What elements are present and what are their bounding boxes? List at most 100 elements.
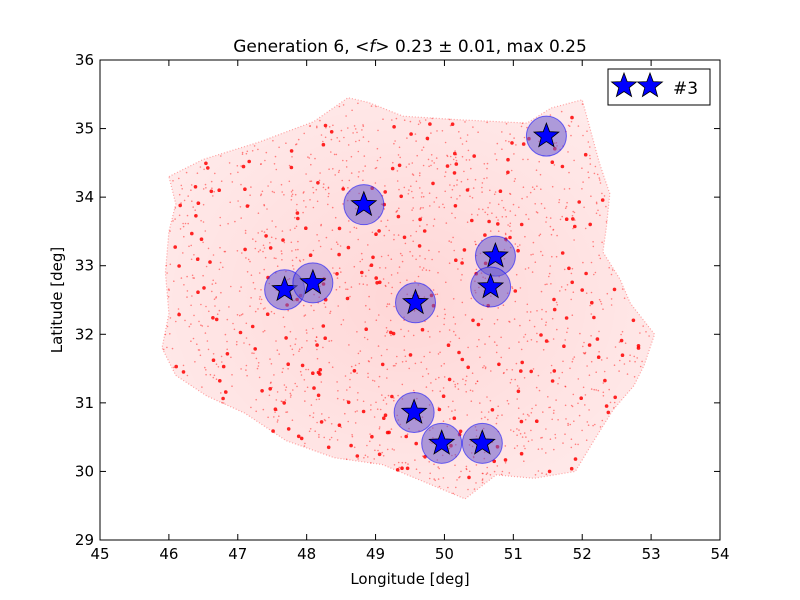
density-dot <box>415 140 417 142</box>
density-dot <box>291 250 293 252</box>
density-dot <box>245 322 248 325</box>
density-dot <box>387 430 391 435</box>
density-dot <box>558 201 560 204</box>
density-dot <box>629 354 631 357</box>
density-dot <box>479 402 481 404</box>
density-dot <box>470 400 473 403</box>
density-dot <box>236 165 239 167</box>
density-dot <box>249 305 251 308</box>
density-dot <box>484 366 487 369</box>
density-dot <box>234 220 236 223</box>
density-dot <box>344 375 347 377</box>
density-dot <box>362 400 365 403</box>
density-dot <box>340 271 342 273</box>
density-dot <box>521 197 523 200</box>
density-dot <box>495 422 498 425</box>
density-dot <box>451 410 453 412</box>
density-dot <box>281 238 285 242</box>
density-dot <box>378 314 380 316</box>
density-dot <box>599 426 602 428</box>
density-dot <box>347 127 349 129</box>
density-dot <box>295 143 298 145</box>
density-dot <box>253 145 256 147</box>
density-dot <box>226 340 228 343</box>
density-dot <box>183 235 185 238</box>
density-dot <box>390 292 393 295</box>
density-dot <box>596 355 601 360</box>
density-dot <box>536 211 539 214</box>
density-dot <box>396 272 399 274</box>
density-dot <box>380 220 383 222</box>
density-dot <box>444 141 447 144</box>
density-dot <box>379 408 382 411</box>
density-dot <box>546 283 548 286</box>
density-dot <box>239 314 241 317</box>
density-dot <box>328 340 331 342</box>
density-dot <box>448 118 451 121</box>
density-dot <box>475 268 478 271</box>
density-dot <box>603 195 606 197</box>
density-dot <box>286 427 291 431</box>
density-dot <box>422 455 424 458</box>
density-dot <box>458 337 461 340</box>
density-dot <box>417 275 420 278</box>
density-dot <box>450 241 453 243</box>
density-dot <box>460 357 465 362</box>
density-dot <box>246 150 249 153</box>
density-dot <box>550 283 552 285</box>
density-dot <box>636 357 638 359</box>
density-dot <box>205 305 207 308</box>
density-dot <box>393 238 395 241</box>
density-dot <box>513 180 516 182</box>
density-dot <box>428 461 431 463</box>
density-dot <box>397 234 400 236</box>
density-dot <box>443 362 446 365</box>
chart-title-stats: 0.23 ± 0.01, max 0.25 <box>390 37 587 57</box>
density-dot <box>610 273 613 276</box>
density-dot <box>414 441 419 446</box>
density-dot <box>535 404 537 407</box>
density-dot <box>239 206 242 208</box>
density-dot <box>396 209 399 212</box>
density-dot <box>276 391 279 393</box>
density-dot <box>427 139 429 141</box>
density-dot <box>222 266 224 269</box>
density-dot <box>194 209 196 211</box>
density-dot <box>541 318 543 320</box>
density-dot <box>579 332 581 335</box>
density-dot <box>355 454 360 458</box>
density-dot <box>468 159 471 161</box>
density-dot <box>304 226 308 230</box>
density-dot <box>556 304 559 306</box>
density-dot <box>443 308 446 311</box>
density-dot <box>409 250 411 253</box>
density-dot <box>372 379 374 382</box>
density-dot <box>319 119 321 122</box>
density-dot <box>556 234 558 237</box>
density-dot <box>471 213 473 216</box>
density-dot <box>537 448 540 451</box>
density-dot <box>527 440 530 443</box>
density-dot <box>507 403 510 405</box>
density-dot <box>495 351 498 354</box>
density-dot <box>259 249 262 251</box>
density-dot <box>254 288 256 290</box>
density-dot <box>541 448 543 450</box>
density-dot <box>401 361 404 363</box>
density-dot <box>394 140 396 142</box>
density-dot <box>493 341 496 343</box>
density-dot <box>210 180 213 183</box>
density-dot <box>475 382 477 385</box>
density-dot <box>481 186 483 189</box>
density-dot <box>494 153 496 155</box>
density-dot <box>366 338 369 341</box>
density-dot <box>299 260 302 263</box>
density-dot <box>186 214 189 217</box>
density-dot <box>329 312 331 315</box>
density-dot <box>524 418 527 421</box>
star-marker <box>532 121 560 148</box>
density-dot <box>522 186 525 188</box>
density-dot <box>567 151 569 153</box>
density-dot <box>407 193 410 195</box>
density-dot <box>276 409 278 412</box>
